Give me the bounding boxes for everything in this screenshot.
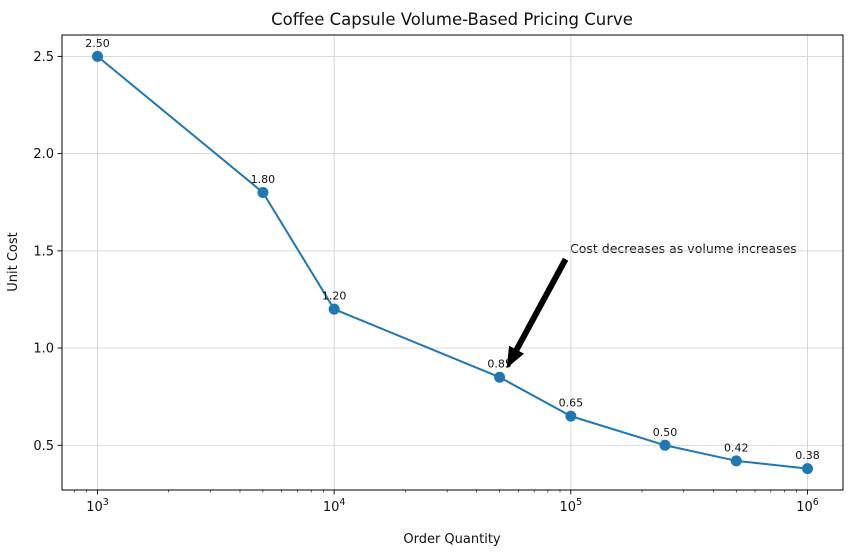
data-point bbox=[730, 455, 742, 467]
price-curve-line bbox=[96, 55, 808, 470]
data-point-label: 0.50 bbox=[653, 426, 678, 439]
data-point-label: 0.85 bbox=[487, 358, 512, 371]
y-axis-label: Unit Cost bbox=[6, 232, 21, 292]
data-point-label: 2.50 bbox=[85, 37, 110, 50]
data-point bbox=[257, 187, 269, 198]
data-point-label: 0.38 bbox=[795, 449, 820, 462]
x-axis-label: Order Quantity bbox=[403, 532, 501, 547]
y-tick-label: 2.0 bbox=[33, 147, 54, 162]
data-point-label: 1.80 bbox=[251, 173, 276, 186]
data-point-label: 0.42 bbox=[724, 441, 749, 454]
data-point bbox=[659, 439, 671, 451]
x-tick-label: 104 bbox=[323, 497, 346, 515]
y-tick-label: 2.5 bbox=[33, 50, 54, 65]
x-tick-label: 103 bbox=[86, 497, 109, 515]
annotation-arrow-head bbox=[506, 345, 525, 369]
data-point-label: 1.20 bbox=[322, 290, 347, 303]
data-point bbox=[328, 303, 340, 315]
y-tick-label: 0.5 bbox=[33, 439, 54, 454]
y-tick-label: 1.0 bbox=[33, 342, 54, 357]
x-tick-label: 105 bbox=[560, 497, 583, 515]
annotation-text: Cost decreases as volume increases bbox=[570, 241, 797, 256]
data-point-label: 0.65 bbox=[559, 397, 584, 410]
plot-border bbox=[61, 34, 844, 491]
x-tick-label: 106 bbox=[796, 497, 819, 515]
data-point bbox=[802, 463, 813, 475]
data-point bbox=[565, 410, 577, 422]
data-point bbox=[494, 371, 506, 383]
annotation-arrow-shaft bbox=[513, 257, 569, 352]
data-point bbox=[92, 50, 103, 62]
y-tick-label: 1.5 bbox=[33, 244, 54, 259]
chart-title: Coffee Capsule Volume-Based Pricing Curv… bbox=[271, 10, 633, 29]
